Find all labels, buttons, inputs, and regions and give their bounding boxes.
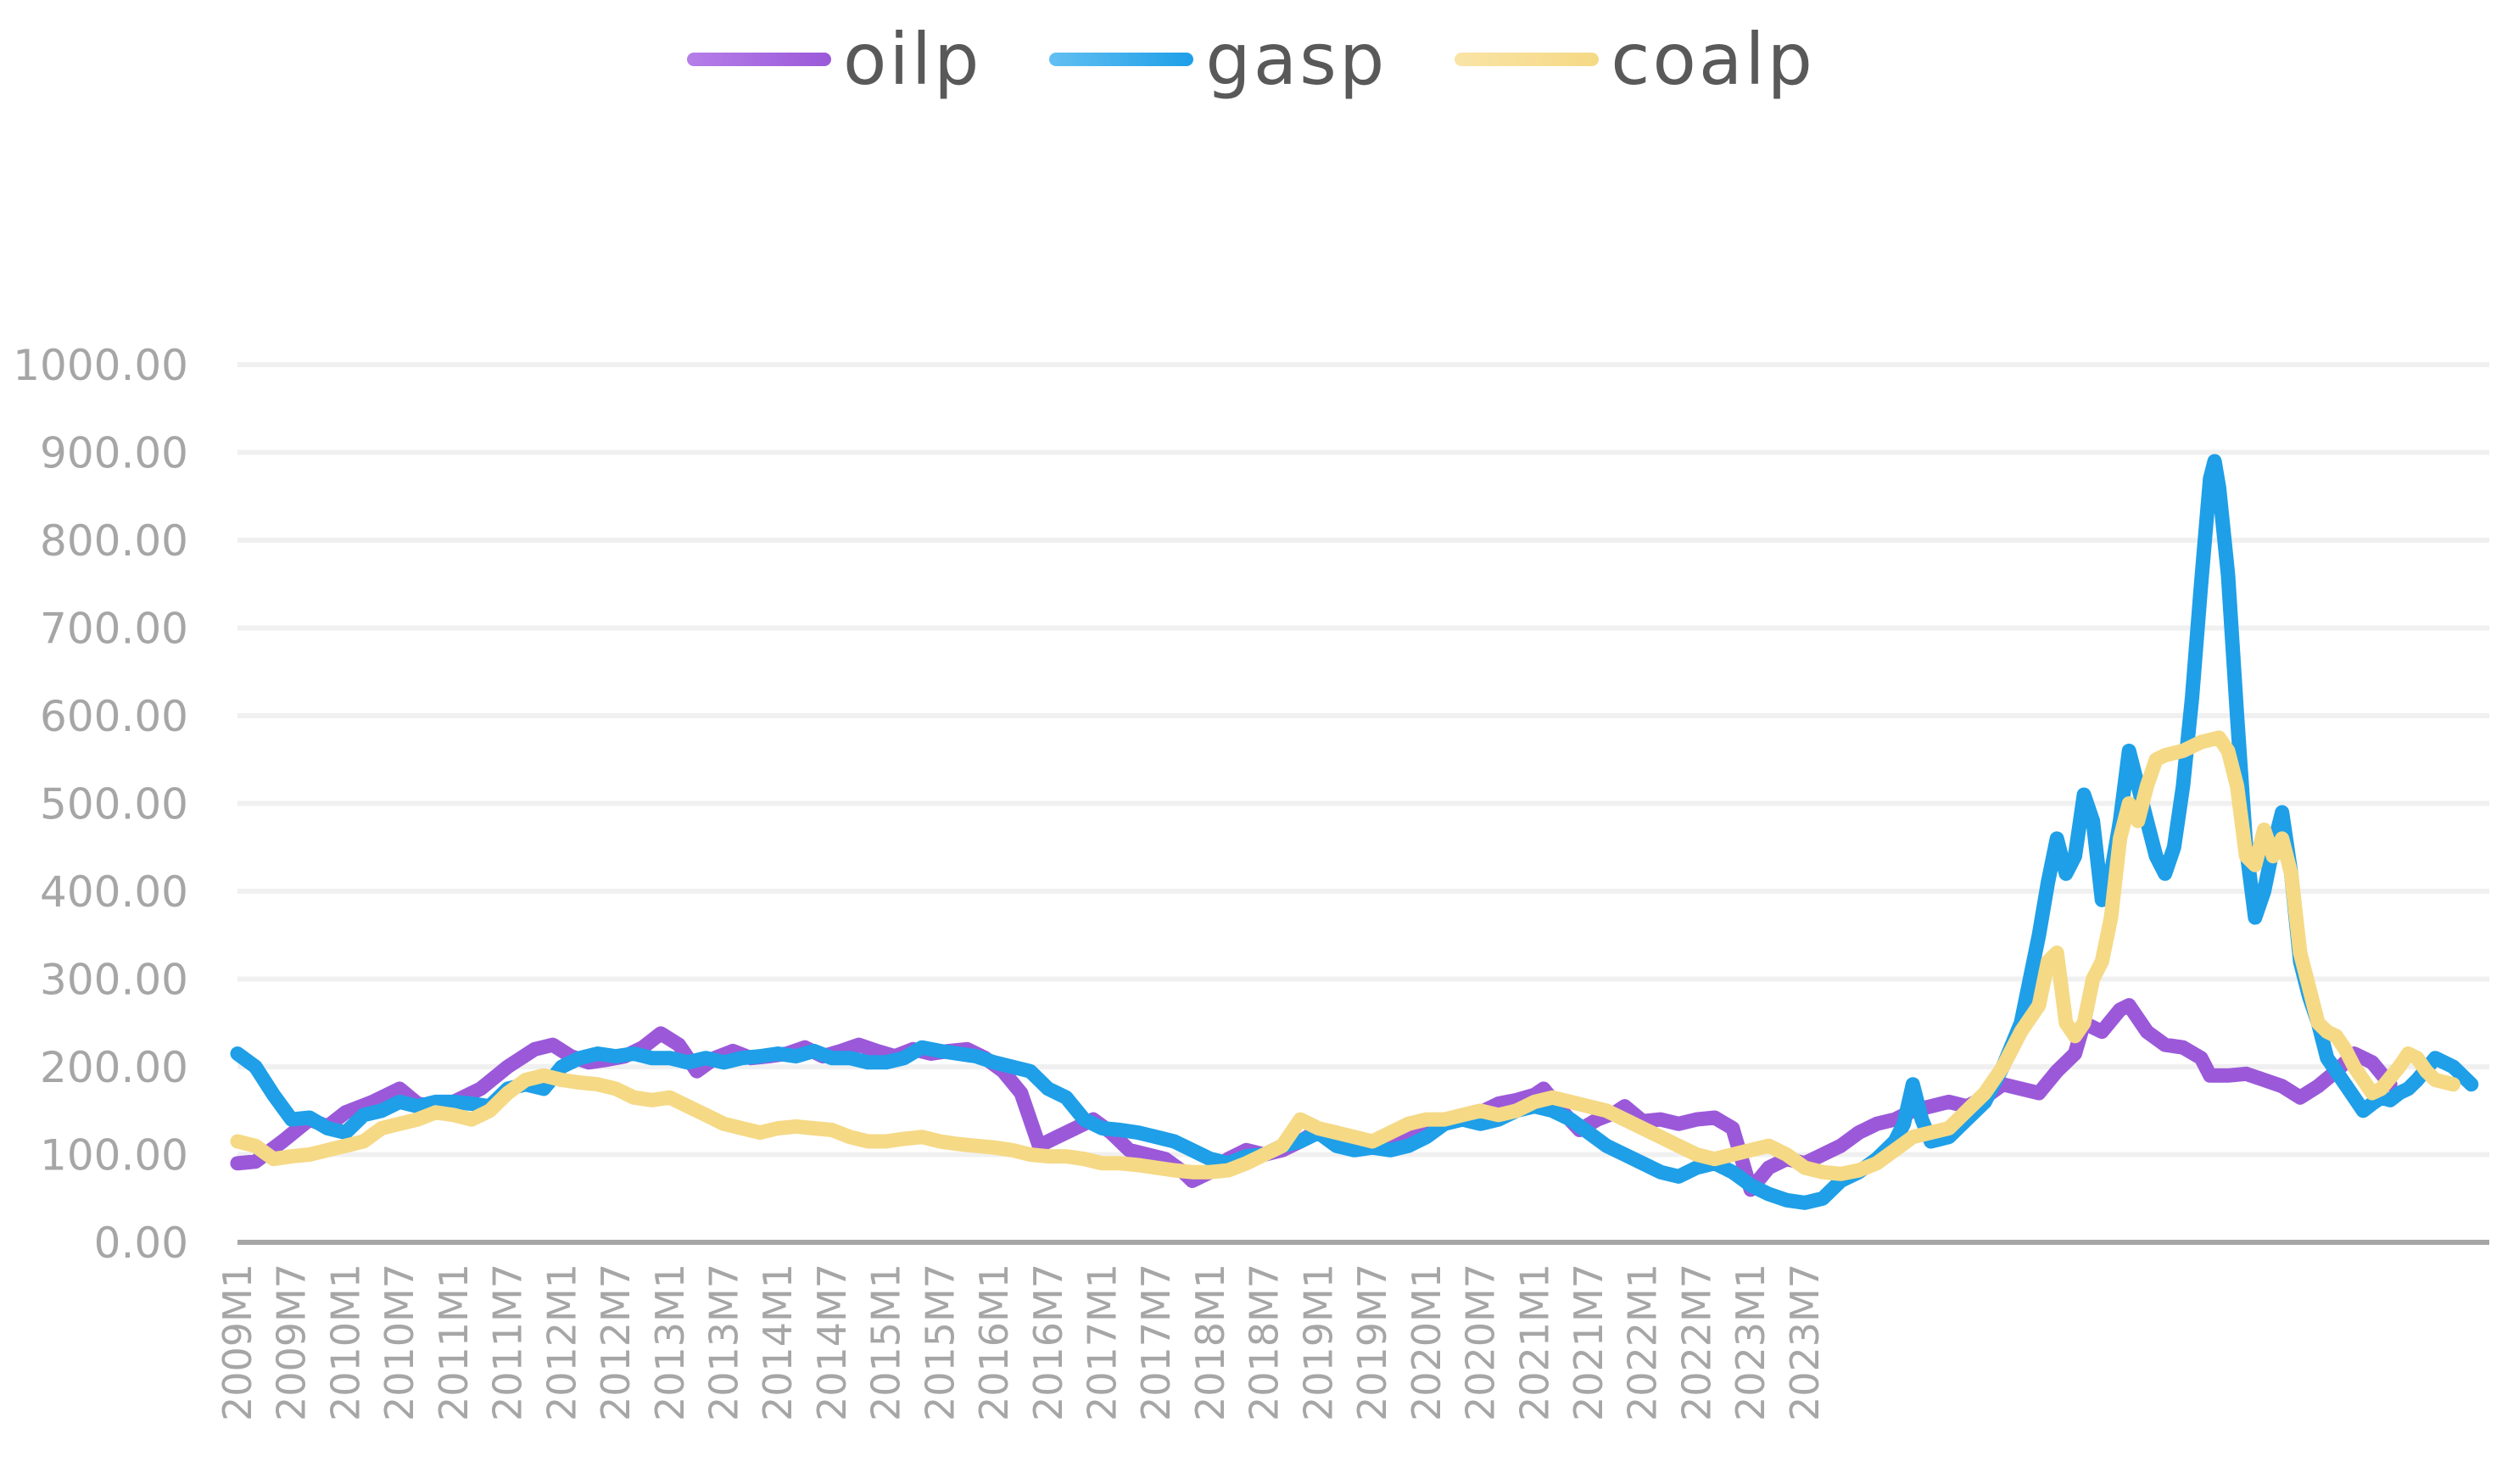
y-tick-label: 600.00 <box>40 692 188 741</box>
y-tick-label: 500.00 <box>40 780 188 829</box>
y-tick-label: 200.00 <box>40 1043 188 1092</box>
x-tick-label: 2020M1 <box>1404 1264 1449 1421</box>
x-tick-label: 2010M7 <box>377 1264 422 1421</box>
series-lines <box>230 454 2479 1210</box>
x-tick-label: 2013M1 <box>647 1264 693 1421</box>
x-tick-label: 2013M7 <box>701 1264 746 1421</box>
y-tick-label: 700.00 <box>40 605 188 654</box>
x-tick-label: 2011M7 <box>485 1264 531 1421</box>
x-tick-label: 2012M1 <box>539 1264 584 1421</box>
legend: oilp gasp coalp <box>0 8 2502 110</box>
x-tick-label: 2018M1 <box>1187 1264 1233 1421</box>
x-tick-label: 2009M7 <box>269 1264 315 1421</box>
x-tick-label: 2021M1 <box>1511 1264 1557 1421</box>
x-tick-label: 2023M7 <box>1782 1264 1828 1421</box>
legend-label-oilp: oilp <box>843 18 982 101</box>
x-tick-label: 2021M7 <box>1566 1264 1611 1421</box>
legend-swatch-gasp <box>1049 53 1194 66</box>
x-tick-label: 2020M7 <box>1458 1264 1504 1421</box>
legend-swatch-oilp <box>687 53 831 66</box>
series-line-coalp <box>230 730 2460 1181</box>
x-tick-label: 2015M7 <box>917 1264 963 1421</box>
y-tick-label: 400.00 <box>40 868 188 917</box>
x-tick-label: 2022M7 <box>1673 1264 1719 1421</box>
x-tick-label: 2023M1 <box>1728 1264 1773 1421</box>
y-tick-label: 900.00 <box>40 429 188 478</box>
y-tick-label: 300.00 <box>40 956 188 1005</box>
x-tick-label: 2016M1 <box>971 1264 1017 1421</box>
y-tick-label: 800.00 <box>40 516 188 566</box>
x-tick-label: 2019M7 <box>1349 1264 1395 1421</box>
series-line-gasp <box>230 454 2479 1210</box>
x-tick-label: 2017M1 <box>1080 1264 1125 1421</box>
x-tick-label: 2014M7 <box>809 1264 855 1421</box>
legend-label-coalp: coalp <box>1611 18 1815 101</box>
x-tick-label: 2010M1 <box>322 1264 368 1421</box>
x-axis-tick-labels: 2009M1 2009M7 2010M1 2010M7 2011M1 2011M7 2012… <box>215 1264 1828 1421</box>
x-tick-label: 2014M1 <box>755 1264 801 1421</box>
x-tick-label: 2019M1 <box>1295 1264 1341 1421</box>
legend-swatch-coalp <box>1455 53 1600 66</box>
x-tick-label: 2017M7 <box>1133 1264 1179 1421</box>
x-tick-label: 2011M1 <box>431 1264 477 1421</box>
y-tick-label: 1000.00 <box>13 341 188 390</box>
legend-item-oilp[interactable]: oilp <box>687 18 981 101</box>
x-tick-label: 2012M7 <box>593 1264 639 1421</box>
x-tick-label: 2016M7 <box>1025 1264 1071 1421</box>
legend-item-coalp[interactable]: coalp <box>1455 18 1815 101</box>
gridlines <box>237 362 2489 1158</box>
legend-item-gasp[interactable]: gasp <box>1049 18 1387 101</box>
y-tick-label: 0.00 <box>94 1219 188 1268</box>
legend-label-gasp: gasp <box>1205 18 1388 101</box>
x-tick-label: 2015M1 <box>863 1264 909 1421</box>
x-tick-label: 2009M1 <box>215 1264 260 1421</box>
y-tick-label: 100.00 <box>40 1131 188 1180</box>
x-tick-label: 2022M1 <box>1620 1264 1666 1421</box>
y-axis-tick-labels: 0.00 100.00 200.00 300.00 400.00 500.00 600.00… <box>13 341 188 1268</box>
x-tick-label: 2018M7 <box>1242 1264 1287 1421</box>
